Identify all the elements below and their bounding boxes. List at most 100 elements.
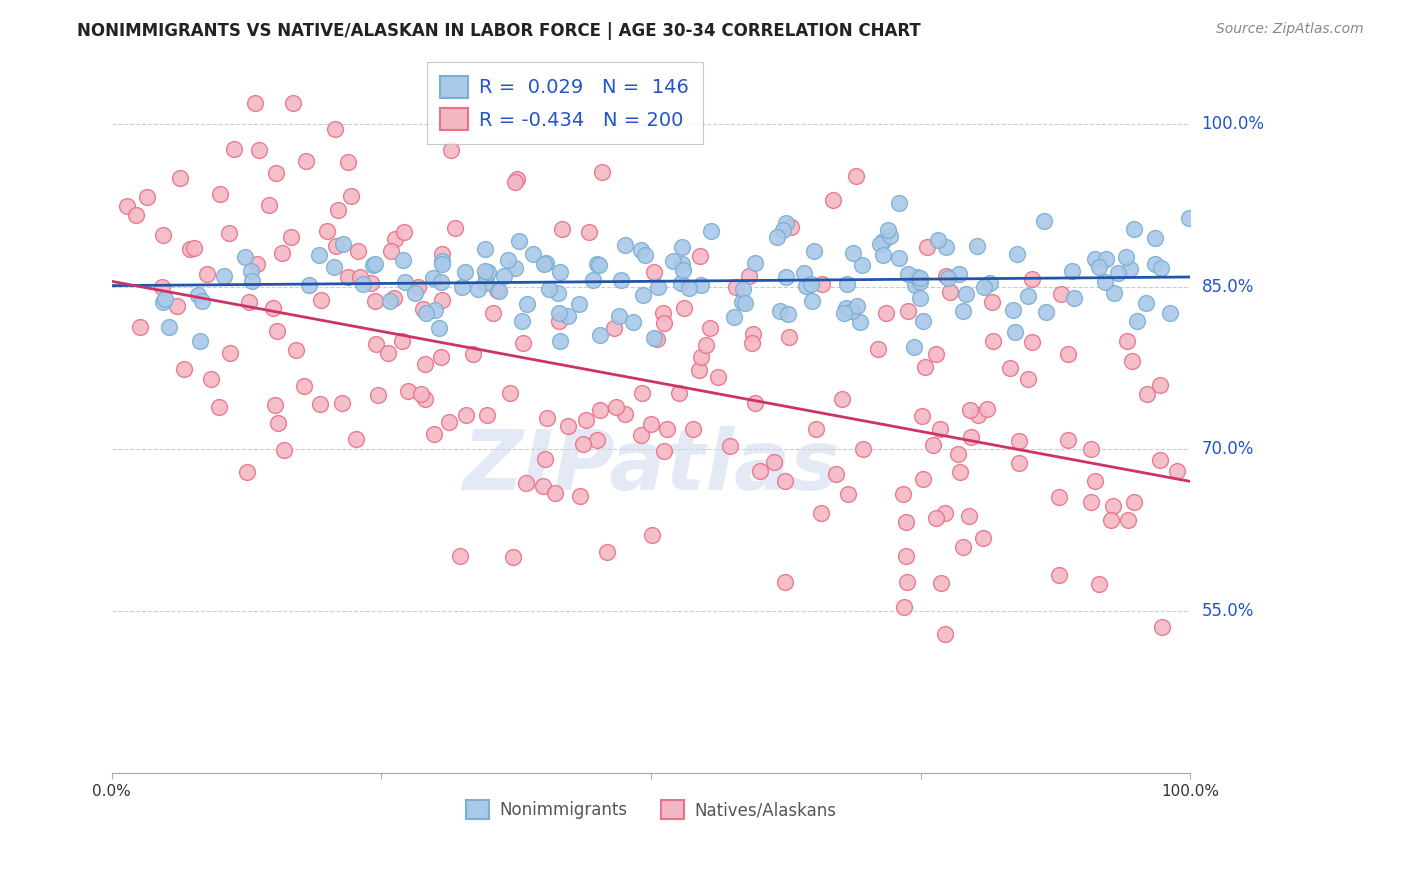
Point xyxy=(645,332,668,346)
Point xyxy=(323,122,346,136)
Point xyxy=(1057,347,1080,361)
Point xyxy=(588,258,610,272)
Point xyxy=(332,237,354,252)
Point xyxy=(960,430,983,444)
Point xyxy=(651,305,673,319)
Point xyxy=(510,314,533,328)
Point xyxy=(247,143,270,157)
Point xyxy=(179,242,201,256)
Point xyxy=(284,343,307,358)
Point xyxy=(872,234,894,248)
Point xyxy=(1135,295,1157,310)
Point xyxy=(534,256,557,270)
Point xyxy=(1121,354,1143,368)
Point xyxy=(1149,377,1171,392)
Point xyxy=(169,171,191,186)
Point xyxy=(725,280,748,294)
Point xyxy=(336,155,359,169)
Point xyxy=(1115,250,1137,264)
Point xyxy=(245,95,267,110)
Point xyxy=(607,309,630,323)
Point xyxy=(935,239,957,253)
Point xyxy=(384,231,406,245)
Point xyxy=(328,202,350,217)
Point xyxy=(849,315,872,329)
Point xyxy=(707,370,730,384)
Point xyxy=(486,284,509,298)
Point xyxy=(522,247,544,261)
Point xyxy=(671,257,693,271)
Point xyxy=(973,279,995,293)
Point xyxy=(634,247,657,261)
Point xyxy=(1084,252,1107,267)
Point xyxy=(325,238,347,252)
Text: 70.0%: 70.0% xyxy=(1202,440,1254,458)
Point xyxy=(640,417,662,432)
Point xyxy=(741,335,763,350)
Point xyxy=(412,301,434,316)
Point xyxy=(832,306,855,320)
Point xyxy=(851,442,873,457)
Point xyxy=(582,272,605,286)
Point xyxy=(367,388,389,402)
Point xyxy=(360,277,382,291)
Point xyxy=(936,270,959,285)
Point xyxy=(952,540,974,554)
Point xyxy=(914,359,936,374)
Point xyxy=(911,409,934,423)
Text: ZIPatlas: ZIPatlas xyxy=(463,426,839,507)
Point xyxy=(1088,577,1111,591)
Point xyxy=(768,304,790,318)
Point xyxy=(614,408,637,422)
Point xyxy=(908,291,931,305)
Point xyxy=(1084,474,1107,488)
Point xyxy=(499,386,522,401)
Point xyxy=(187,287,209,301)
Point xyxy=(1057,433,1080,447)
Point xyxy=(364,256,387,270)
Point xyxy=(643,265,665,279)
Point xyxy=(1021,335,1043,350)
Point xyxy=(967,409,990,423)
Point xyxy=(347,244,370,259)
Point xyxy=(534,452,557,467)
Point xyxy=(912,314,935,328)
Point xyxy=(1102,285,1125,300)
Point xyxy=(415,357,437,371)
Point xyxy=(596,545,619,559)
Point xyxy=(502,550,524,565)
Point xyxy=(208,400,231,414)
Point xyxy=(152,295,174,310)
Point xyxy=(377,346,399,360)
Point xyxy=(976,401,998,416)
Point xyxy=(893,487,915,501)
Point xyxy=(432,247,454,261)
Point xyxy=(823,193,845,207)
Point xyxy=(718,439,741,453)
Point xyxy=(536,411,558,425)
Point xyxy=(998,361,1021,376)
Point xyxy=(1149,452,1171,467)
Point xyxy=(654,316,676,330)
Point xyxy=(831,392,853,407)
Point xyxy=(183,241,205,255)
Point xyxy=(875,306,897,320)
Point xyxy=(1008,456,1031,470)
Point xyxy=(952,303,974,318)
Point xyxy=(911,471,934,485)
Point xyxy=(672,263,695,277)
Point xyxy=(322,260,344,274)
Point xyxy=(897,267,920,281)
Point xyxy=(117,199,139,213)
Point xyxy=(925,511,948,525)
Point xyxy=(449,549,471,563)
Point xyxy=(846,300,869,314)
Point xyxy=(440,143,463,157)
Point xyxy=(352,277,374,291)
Point xyxy=(467,282,489,296)
Text: 85.0%: 85.0% xyxy=(1202,277,1254,296)
Point xyxy=(339,189,361,203)
Point xyxy=(905,269,928,284)
Point xyxy=(661,254,683,268)
Point xyxy=(548,334,571,348)
